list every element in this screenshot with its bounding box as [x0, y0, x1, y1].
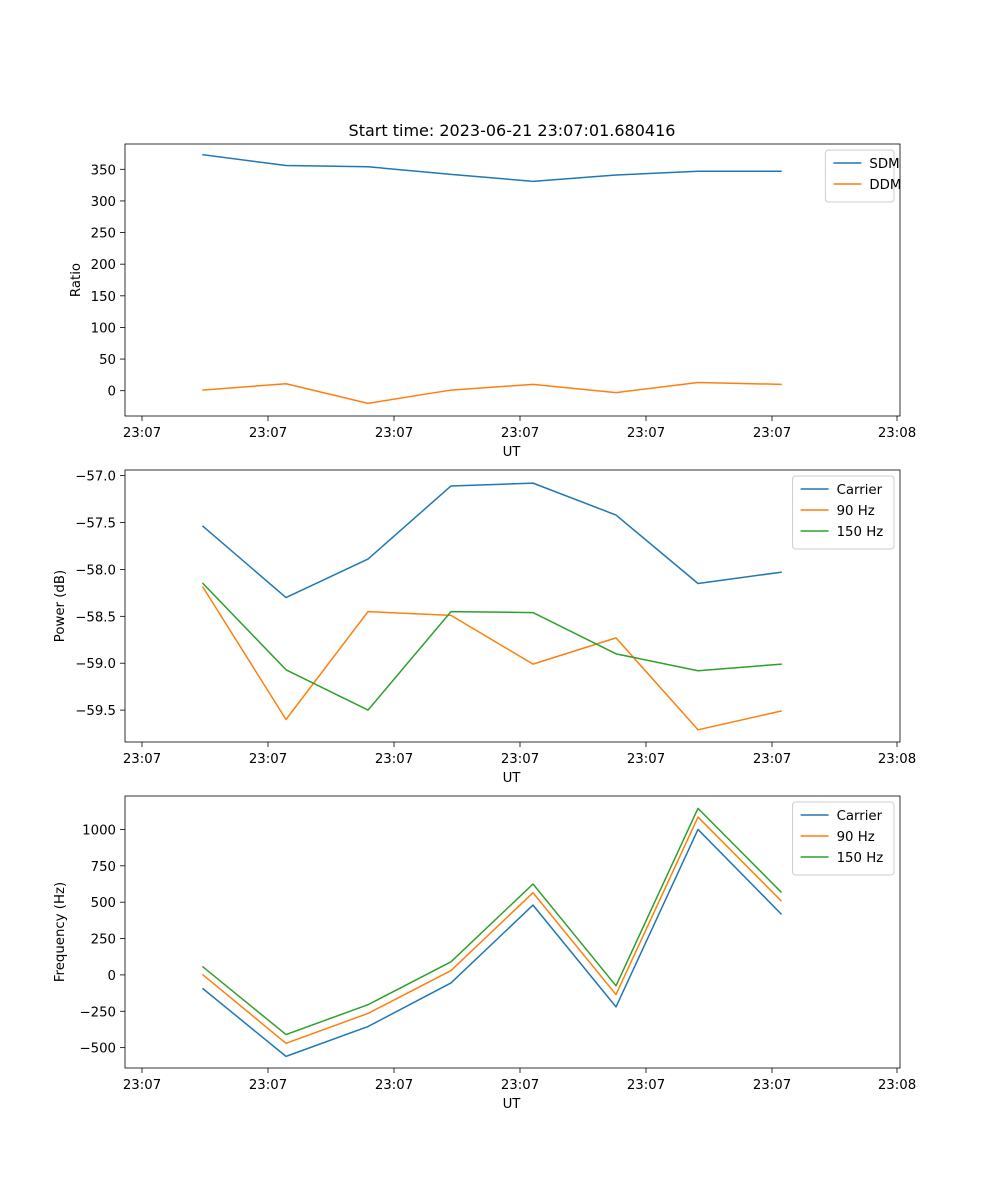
panel-3: 23:07 23:07 23:07 23:07 23:07 23:07 23:08 −500 −… [53, 795, 916, 1112]
series-line-150-hz [201, 582, 782, 711]
y-tick-label: −59.0 [75, 657, 116, 672]
y-tick-label: 500 [91, 896, 116, 911]
plot-frame [124, 469, 901, 743]
x-tick-label: 23:07 [249, 1078, 287, 1093]
legend: Carrier 90 Hz 150 Hz [792, 475, 895, 550]
legend-entry: 150 Hz [837, 851, 884, 866]
x-tick-label: 23:07 [501, 1078, 539, 1093]
x-tick-label: 23:07 [627, 426, 665, 441]
x-tick-label: 23:07 [375, 426, 413, 441]
x-tick-label: 23:07 [123, 752, 161, 767]
y-tick-label: 200 [91, 258, 116, 273]
legend: SDM DDM [824, 149, 901, 203]
x-tick-label: 23:07 [753, 426, 791, 441]
panel-2: 23:07 23:07 23:07 23:07 23:07 23:07 23:08 −59.5… [53, 469, 916, 786]
x-tick-label: 23:07 [375, 752, 413, 767]
y-tick-label: −250 [79, 1005, 116, 1020]
plot-frame [124, 143, 901, 417]
series-line-90-hz [201, 586, 782, 731]
legend-entry: SDM [869, 157, 899, 172]
y-tick-label: 0 [108, 385, 116, 400]
x-tick-label: 23:07 [249, 426, 287, 441]
y-tick-label: −500 [79, 1042, 116, 1057]
x-tick-label: 23:08 [878, 752, 916, 767]
x-tick-label: 23:08 [878, 1078, 916, 1093]
y-tick-label: 50 [99, 353, 116, 368]
series-line-ddm [202, 381, 782, 405]
y-tick-label: 150 [91, 290, 116, 305]
legend-entry: 90 Hz [837, 504, 875, 519]
panel-1: 23:07 23:07 23:07 23:07 23:07 23:07 23:08 0 50 10… [69, 143, 916, 460]
x-axis-label: UT [503, 445, 522, 460]
y-tick-label: 100 [91, 321, 116, 336]
y-tick-label: −57.0 [75, 470, 116, 485]
y-tick-label: 1000 [82, 823, 116, 838]
plot-frame [124, 795, 901, 1069]
series-line-carrier [201, 828, 783, 1058]
x-tick-label: 23:07 [753, 752, 791, 767]
y-tick-label: 250 [91, 933, 116, 948]
y-tick-label: −58.0 [75, 563, 116, 578]
y-tick-label: 300 [91, 195, 116, 210]
x-tick-label: 23:07 [501, 752, 539, 767]
legend: Carrier 90 Hz 150 Hz [792, 801, 895, 876]
x-tick-label: 23:07 [123, 426, 161, 441]
x-tick-label: 23:07 [501, 426, 539, 441]
legend-entry: Carrier [837, 809, 883, 824]
y-tick-label: −58.5 [75, 610, 116, 625]
legend-entry: Carrier [837, 483, 883, 498]
legend-entry: 90 Hz [837, 830, 875, 845]
x-axis-label: UT [503, 1097, 522, 1112]
y-tick-label: −57.5 [75, 517, 116, 532]
legend-entry: 150 Hz [837, 525, 884, 540]
x-tick-label: 23:07 [375, 1078, 413, 1093]
y-tick-label: 250 [91, 227, 116, 242]
series-line-sdm [202, 153, 782, 183]
y-axis-label: Power (dB) [53, 570, 68, 642]
series-line-90-hz [201, 816, 783, 1045]
y-tick-label: 750 [91, 860, 116, 875]
y-tick-label: −59.5 [75, 704, 116, 719]
x-tick-label: 23:07 [627, 752, 665, 767]
y-axis-label: Frequency (Hz) [53, 882, 68, 982]
figure-title: Start time: 2023-06-21 23:07:01.680416 [349, 121, 676, 140]
y-axis-label: Ratio [69, 263, 84, 297]
x-axis-label: UT [503, 771, 522, 786]
series-line-150-hz [201, 807, 783, 1036]
y-tick-label: 350 [91, 163, 116, 178]
x-tick-label: 23:07 [627, 1078, 665, 1093]
series-line-carrier [201, 482, 782, 599]
x-tick-label: 23:07 [123, 1078, 161, 1093]
x-tick-label: 23:08 [878, 426, 916, 441]
legend-entry: DDM [869, 178, 901, 193]
x-tick-label: 23:07 [249, 752, 287, 767]
y-tick-label: 0 [108, 969, 116, 984]
x-tick-label: 23:07 [753, 1078, 791, 1093]
